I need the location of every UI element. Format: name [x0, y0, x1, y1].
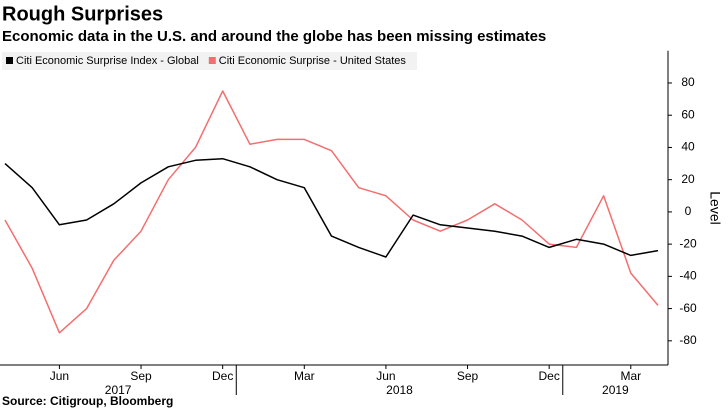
chart-subtitle: Economic data in the U.S. and around the…: [2, 28, 546, 45]
y-tick-label: -40: [679, 269, 697, 283]
y-tick-label: 60: [681, 107, 695, 121]
x-tick-label: Mar: [294, 369, 315, 383]
year-label: 2019: [602, 383, 629, 397]
y-tick-label: -20: [679, 236, 697, 250]
x-tick-label: Jun: [50, 369, 69, 383]
legend-label: Citi Economic Surprise Index - Global: [16, 55, 199, 67]
series-line: [4, 90, 659, 334]
year-label: 2017: [105, 383, 132, 397]
legend-label: Citi Economic Surprise - United States: [219, 55, 407, 67]
x-tick-label: Dec: [538, 369, 559, 383]
x-tick-label: Mar: [620, 369, 641, 383]
year-label: 2018: [386, 383, 413, 397]
y-tick-label: 40: [681, 140, 695, 154]
x-tick-label: Dec: [212, 369, 233, 383]
x-tick-label: Sep: [130, 369, 152, 383]
y-tick-label: -80: [679, 333, 697, 347]
series-line: [4, 157, 659, 258]
x-tick-label: Jun: [376, 369, 395, 383]
source: Source: Citigroup, Bloomberg: [2, 394, 173, 408]
y-axis-label: Level: [707, 191, 723, 224]
y-tick-label: -60: [679, 301, 697, 315]
y-tick-label: 0: [685, 204, 692, 218]
legend-swatch: [208, 57, 216, 64]
x-tick-label: Sep: [457, 369, 479, 383]
chart-title: Rough Surprises: [2, 3, 163, 25]
y-tick-label: 80: [681, 75, 695, 89]
legend-swatch: [6, 57, 13, 64]
y-tick-label: 20: [681, 172, 695, 186]
